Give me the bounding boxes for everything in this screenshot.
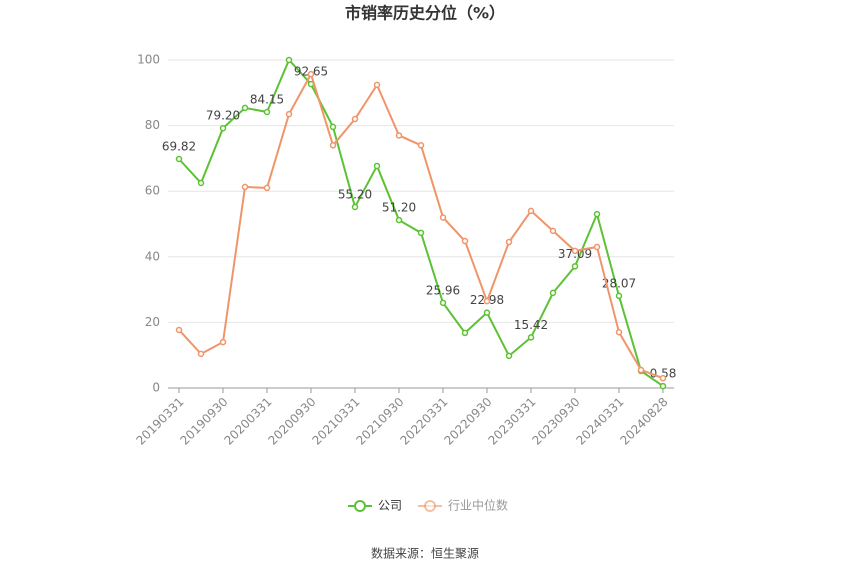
y-tick-label: 60 [145,184,160,198]
x-tick-label: 20240828 [618,395,671,448]
point [483,309,491,316]
series-line [178,71,664,380]
point [219,338,227,346]
data-label: 84.15 [250,92,284,106]
point [263,108,271,116]
data-label: 15.42 [514,318,548,332]
point [219,124,227,132]
point [197,179,205,187]
data-label: 0.58 [650,367,677,381]
point [527,207,535,215]
data-label: 25.96 [426,283,460,297]
point [505,352,513,360]
point [197,350,205,358]
point [659,374,667,382]
point [351,115,359,123]
point [329,123,337,131]
point [417,229,425,237]
legend-marker[interactable] [424,500,437,512]
source: 数据来源：恒生聚源 [371,546,479,561]
point [549,289,557,297]
point [285,56,293,64]
point [395,132,403,139]
y-tick-label: 100 [137,53,160,67]
point [461,237,469,245]
point [615,292,623,300]
point [593,210,601,218]
point [659,382,667,390]
point [637,366,645,374]
point [571,263,579,270]
point [329,142,337,149]
point [373,81,381,89]
point [241,104,249,112]
y-tick-label: 20 [145,315,160,329]
point [505,238,513,246]
point [175,155,183,163]
legend-label[interactable]: 公司 [378,499,402,513]
point [439,299,447,307]
point [439,214,447,221]
point [527,334,535,341]
point [483,297,491,305]
point [571,247,579,255]
point [615,328,623,336]
point [241,183,249,191]
y-tick-label: 0 [152,381,160,395]
y-tick-label: 40 [145,249,160,263]
data-label: 69.82 [162,139,196,153]
point [549,227,557,235]
data-label: 28.07 [602,276,636,290]
point [351,203,359,211]
point [263,184,271,192]
point [417,142,425,149]
point [593,243,601,251]
series-line [178,58,664,387]
point [307,70,315,78]
point [285,110,293,118]
legend-label[interactable]: 行业中位数 [448,498,508,513]
chart-title: 市销率历史分位（%） [345,4,505,23]
point [395,216,403,224]
data-label: 79.20 [206,109,240,123]
point [175,326,183,334]
data-label: 55.20 [338,187,372,201]
point [373,162,381,170]
data-label: 51.20 [382,201,416,215]
y-tick-label: 80 [145,118,160,132]
point [461,329,469,337]
legend-marker[interactable] [354,500,366,512]
